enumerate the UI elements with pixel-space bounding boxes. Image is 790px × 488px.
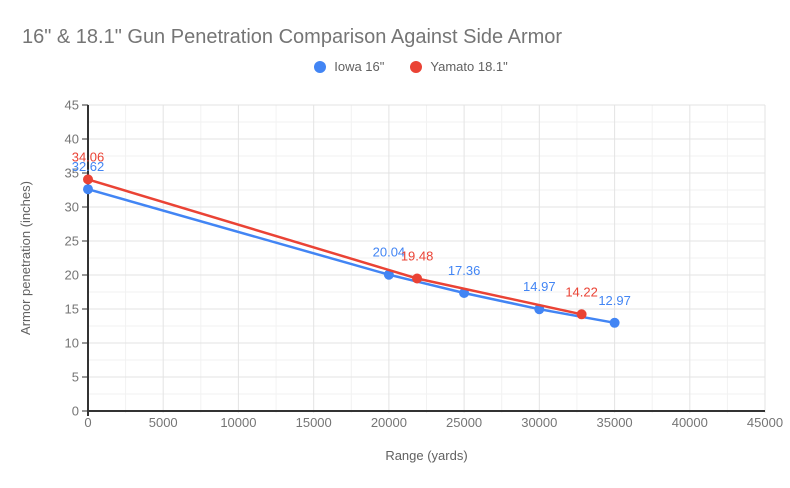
x-tick-label: 45000 [747,415,783,430]
y-axis-title: Armor penetration (inches) [18,181,33,335]
data-label: 14.97 [523,279,556,294]
chart-title: 16" & 18.1" Gun Penetration Comparison A… [22,26,563,48]
legend-marker [314,60,327,73]
x-tick-label: 30000 [521,415,557,430]
y-tick-label: 25 [65,234,79,249]
legend-label: Yamato 18.1" [430,59,508,74]
y-tick-label: 40 [65,132,79,147]
y-tick-label: 10 [65,336,79,351]
y-tick-label: 20 [65,268,79,283]
legend-label: Iowa 16" [334,59,385,74]
x-tick-label: 15000 [296,415,332,430]
y-tick-label: 0 [72,404,79,419]
legend-item-iowa[interactable]: Iowa 16" [314,59,384,74]
data-label: 12.97 [598,293,631,308]
legend: Iowa 16" Yamato 18.1" [16,59,790,74]
x-tick-label: 20000 [371,415,407,430]
x-tick-label: 25000 [446,415,482,430]
y-tick-label: 35 [65,166,79,181]
x-tick-label: 40000 [672,415,708,430]
data-label: 32.62 [72,159,105,174]
y-tick-label: 30 [65,200,79,215]
legend-item-yamato[interactable]: Yamato 18.1" [410,59,508,74]
legend-marker [410,60,423,73]
data-point[interactable] [576,309,587,320]
data-point[interactable] [83,184,93,195]
data-label: 20.04 [373,245,406,260]
data-label: 17.36 [448,263,481,278]
x-tick-label: 10000 [220,415,256,430]
x-tick-label: 35000 [597,415,633,430]
data-point[interactable] [83,174,93,185]
x-tick-label: 0 [84,415,91,430]
data-point[interactable] [412,273,423,284]
series-line-1 [87,178,582,316]
data-point[interactable] [383,269,394,280]
x-axis-title: Range (yards) [385,448,467,463]
x-tick-label: 5000 [149,415,178,430]
data-label: 34.06 [72,149,105,164]
data-label: 19.48 [401,249,434,264]
y-tick-label: 5 [72,370,79,385]
y-tick-label: 45 [65,98,79,113]
data-label: 14.22 [565,284,598,299]
data-point[interactable] [609,317,620,328]
y-tick-label: 15 [65,302,79,317]
